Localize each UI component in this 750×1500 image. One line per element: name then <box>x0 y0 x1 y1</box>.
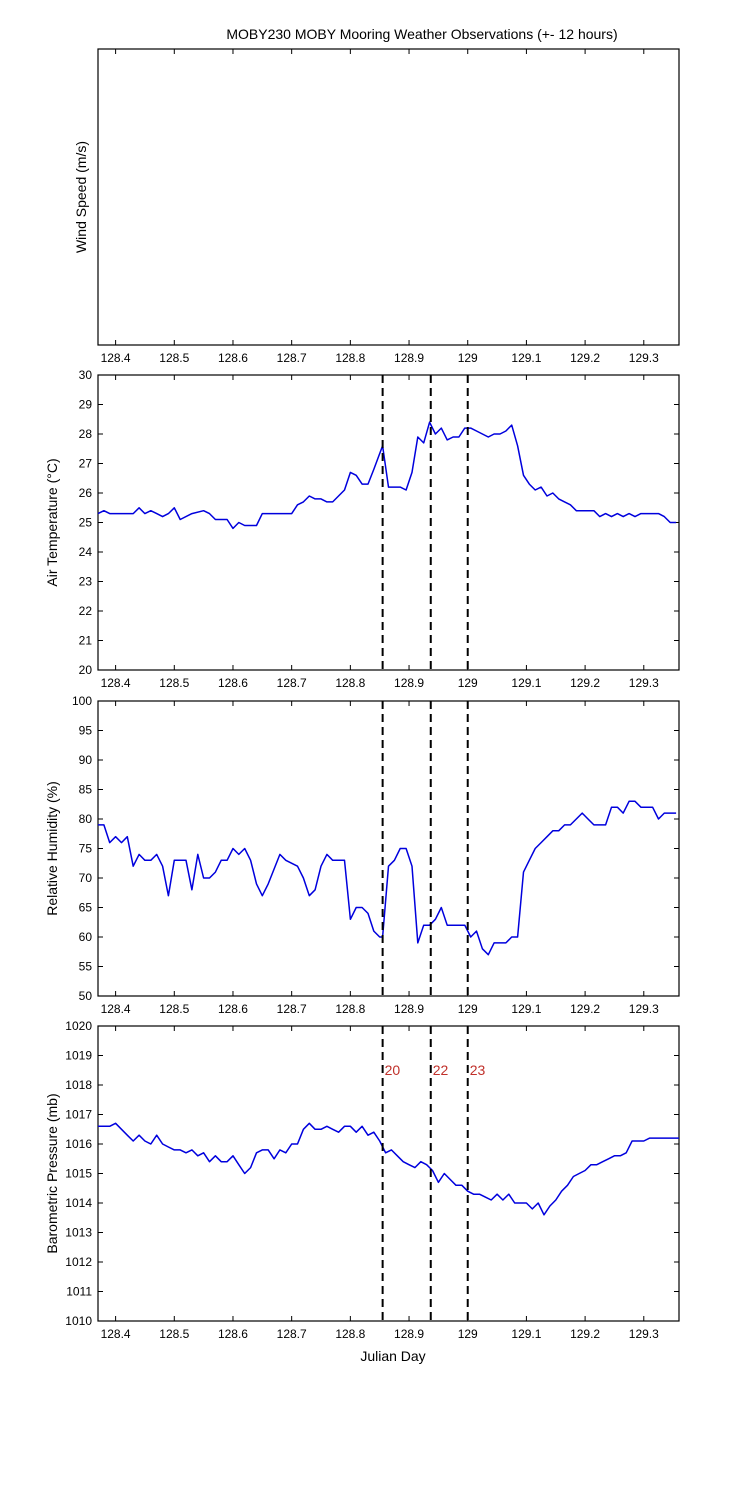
x-tick-label: 128.9 <box>394 676 424 690</box>
x-tick-label: 129.2 <box>570 676 600 690</box>
x-tick-label: 129 <box>458 1002 478 1016</box>
x-axis-label: Julian Day <box>360 1348 425 1364</box>
x-tick-label: 129.3 <box>629 676 659 690</box>
x-tick-label: 128.5 <box>159 676 189 690</box>
x-tick-label: 128.8 <box>335 351 365 365</box>
data-series-line <box>97 421 677 530</box>
y-tick-label: 21 <box>79 634 93 648</box>
x-tick-label: 129.2 <box>570 1002 600 1016</box>
y-tick-label: 60 <box>79 930 93 944</box>
x-tick-label: 128.4 <box>101 351 131 365</box>
x-tick-label: 128.4 <box>101 1327 131 1341</box>
y-tick-label: 1015 <box>65 1167 92 1181</box>
y-tick-label: 22 <box>79 604 93 618</box>
panel-2: 128.4 128.5 128.6 128.7 128.8 128.9 129 129.1 12… <box>44 368 680 690</box>
y-tick-label: 65 <box>79 901 93 915</box>
x-tick-label: 129 <box>458 351 478 365</box>
y-axis-label: Wind Speed (m/s) <box>73 141 89 253</box>
y-tick-label: 24 <box>79 545 93 559</box>
y-tick-label: 1011 <box>66 1285 92 1299</box>
y-tick-label: 1010 <box>65 1314 92 1328</box>
y-tick-label: 80 <box>79 812 93 826</box>
x-tick-label: 128.6 <box>218 676 248 690</box>
y-tick-label: 100 <box>72 694 92 708</box>
y-tick-label: 1019 <box>65 1049 92 1063</box>
x-tick-label: 128.7 <box>277 676 307 690</box>
panel-4: 128.4 128.5 128.6 128.7 128.8 128.9 129 129.1 12… <box>44 1019 680 1341</box>
x-tick-label: 128.8 <box>335 1327 365 1341</box>
y-axis-label: Air Temperature (°C) <box>44 458 60 586</box>
x-tick-label: 129.2 <box>570 1327 600 1341</box>
x-tick-label: 129.1 <box>511 351 541 365</box>
x-tick-label: 128.4 <box>101 1002 131 1016</box>
x-tick-label: 128.8 <box>335 676 365 690</box>
event-label: 20 <box>385 1062 401 1078</box>
panel-3: 128.4 128.5 128.6 128.7 128.8 128.9 129 129.1 12… <box>44 694 680 1016</box>
x-tick-label: 128.8 <box>335 1002 365 1016</box>
y-tick-label: 29 <box>79 398 93 412</box>
y-tick-label: 1013 <box>65 1226 92 1240</box>
x-tick-label: 129 <box>458 676 478 690</box>
x-tick-label: 129.1 <box>511 676 541 690</box>
y-tick-label: 1012 <box>65 1255 92 1269</box>
data-series-line <box>98 1122 679 1216</box>
chart-panels: 128.4 128.5 128.6 128.7 128.8 128.9 129 129.1 12… <box>44 48 680 1341</box>
x-tick-label: 128.6 <box>218 351 248 365</box>
y-tick-label: 23 <box>79 575 93 589</box>
y-tick-label: 30 <box>79 368 93 382</box>
data-series-line <box>98 800 677 956</box>
y-tick-label: 1017 <box>65 1108 92 1122</box>
plot-frame <box>97 48 680 346</box>
x-tick-label: 128.5 <box>159 1002 189 1016</box>
y-axis-label: Relative Humidity (%) <box>44 781 60 916</box>
y-tick-label: 70 <box>79 871 93 885</box>
y-tick-label: 90 <box>79 753 93 767</box>
y-tick-label: 75 <box>79 842 93 856</box>
x-tick-label: 128.6 <box>218 1327 248 1341</box>
y-tick-label: 55 <box>79 960 93 974</box>
x-tick-label: 128.5 <box>159 1327 189 1341</box>
event-label: 22 <box>433 1062 449 1078</box>
y-tick-label: 28 <box>79 427 93 441</box>
y-tick-label: 20 <box>79 663 93 677</box>
x-tick-label: 129.2 <box>570 351 600 365</box>
y-tick-label: 25 <box>79 516 93 530</box>
x-tick-label: 128.9 <box>394 1002 424 1016</box>
y-tick-label: 1018 <box>65 1078 92 1092</box>
y-tick-label: 27 <box>79 457 93 471</box>
x-tick-label: 129.1 <box>511 1327 541 1341</box>
y-tick-label: 26 <box>79 486 93 500</box>
x-tick-label: 128.7 <box>277 1002 307 1016</box>
x-tick-label: 129.3 <box>629 1002 659 1016</box>
x-tick-label: 128.9 <box>394 351 424 365</box>
y-tick-label: 50 <box>79 989 93 1003</box>
x-tick-label: 129 <box>458 1327 478 1341</box>
x-tick-label: 128.9 <box>394 1327 424 1341</box>
x-tick-label: 129.1 <box>511 1002 541 1016</box>
x-tick-label: 128.7 <box>277 351 307 365</box>
figure-title: MOBY230 MOBY Mooring Weather Observation… <box>226 26 617 42</box>
x-tick-label: 129.3 <box>629 351 659 365</box>
panel-1: 128.4 128.5 128.6 128.7 128.8 128.9 129 129.1 12… <box>73 48 680 365</box>
event-label: 23 <box>470 1062 486 1078</box>
x-tick-label: 129.3 <box>629 1327 659 1341</box>
y-tick-label: 95 <box>79 724 93 738</box>
x-tick-label: 128.7 <box>277 1327 307 1341</box>
x-tick-label: 128.6 <box>218 1002 248 1016</box>
y-tick-label: 1016 <box>65 1137 92 1151</box>
y-tick-label: 85 <box>79 783 93 797</box>
y-tick-label: 1014 <box>65 1196 92 1210</box>
y-tick-label: 1020 <box>65 1019 92 1033</box>
y-axis-label: Barometric Pressure (mb) <box>44 1093 60 1253</box>
x-tick-label: 128.4 <box>101 676 131 690</box>
x-tick-label: 128.5 <box>159 351 189 365</box>
